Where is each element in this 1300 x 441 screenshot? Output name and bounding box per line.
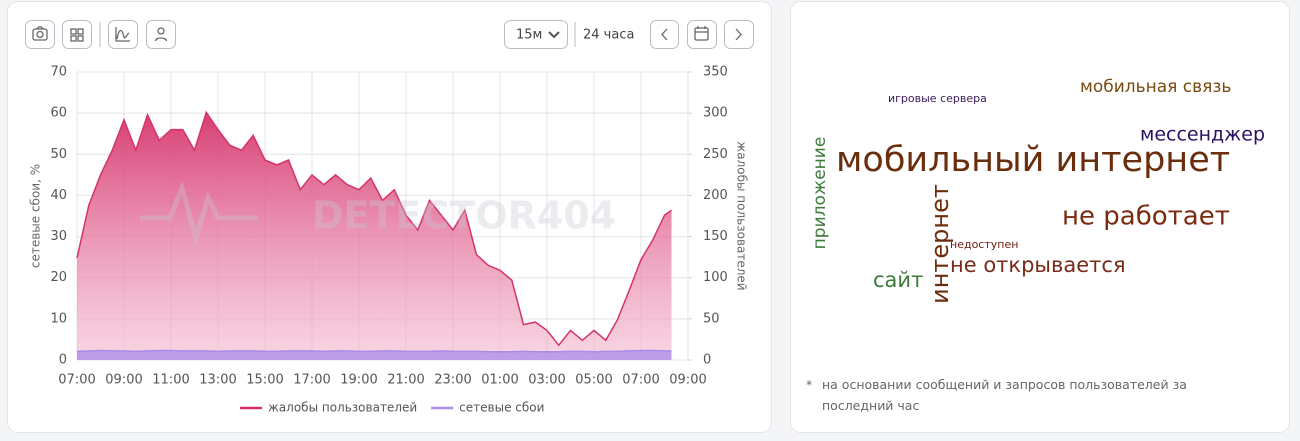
prev-button[interactable] xyxy=(650,20,679,49)
chart-button[interactable] xyxy=(108,20,138,49)
x-tick-label: 09:00 xyxy=(669,373,706,388)
word: не работает xyxy=(1062,202,1230,232)
x-tick-label: 11:00 xyxy=(152,373,189,388)
watermark: DETECTOR404 xyxy=(312,194,616,238)
period-label[interactable]: 24 часа xyxy=(583,28,634,43)
x-tick-label: 03:00 xyxy=(528,373,565,388)
watermark-icon xyxy=(140,180,258,247)
legend-label: жалобы пользователей xyxy=(268,401,417,415)
word: мобильный интернет xyxy=(836,140,1230,180)
y2-tick-label: 50 xyxy=(703,311,720,326)
word: недоступен xyxy=(950,238,1018,251)
grid-button[interactable] xyxy=(62,20,92,49)
word: не открывается xyxy=(950,253,1126,277)
y-tick-label: 30 xyxy=(50,229,67,244)
y2-tick-label: 100 xyxy=(703,270,728,285)
y2-axis-title: жалобы пользователей xyxy=(735,141,749,290)
x-tick-label: 05:00 xyxy=(575,373,612,388)
line xyxy=(76,349,672,353)
x-tick-label: 17:00 xyxy=(293,373,330,388)
y2-tick-label: 200 xyxy=(703,188,728,203)
y-tick-label: 20 xyxy=(50,270,67,285)
cloud-card xyxy=(790,1,1290,433)
word: игровые сервера xyxy=(888,92,987,105)
word: мессенджер xyxy=(1140,124,1265,146)
y2-tick-label: 150 xyxy=(703,229,728,244)
interval-label[interactable]: 15м xyxy=(516,28,542,43)
x-tick-label: 23:00 xyxy=(434,373,471,388)
calendar-button[interactable] xyxy=(687,20,717,49)
y-axis-title: сетевые сбои, % xyxy=(29,164,43,268)
x-tick-label: 01:00 xyxy=(481,373,518,388)
word: сайт xyxy=(873,268,923,292)
x-tick-label: 13:00 xyxy=(199,373,236,388)
word: мобильная связь xyxy=(1080,77,1231,97)
x-tick-label: 07:00 xyxy=(622,373,659,388)
line xyxy=(76,110,672,347)
y2-tick-label: 0 xyxy=(703,353,711,368)
area xyxy=(77,350,672,360)
y2-tick-label: 300 xyxy=(703,106,728,121)
y-tick-label: 10 xyxy=(50,311,67,326)
y2-tick-label: 350 xyxy=(703,65,728,80)
y-tick-label: 60 xyxy=(50,106,67,121)
next-button[interactable] xyxy=(724,20,754,49)
y-tick-label: 50 xyxy=(50,147,67,162)
toolbar-icons xyxy=(32,26,742,42)
x-tick-label: 21:00 xyxy=(387,373,424,388)
x-tick-label: 07:00 xyxy=(58,373,95,388)
y-tick-label: 40 xyxy=(50,188,67,203)
x-tick-label: 09:00 xyxy=(105,373,142,388)
interval-select[interactable] xyxy=(504,20,568,49)
legend-label: сетевые сбои xyxy=(459,401,544,415)
y-tick-label: 70 xyxy=(50,65,67,80)
area xyxy=(77,112,672,360)
note-marker: * xyxy=(806,377,813,392)
x-tick-label: 15:00 xyxy=(246,373,283,388)
word: приложение xyxy=(810,137,830,250)
y2-tick-label: 250 xyxy=(703,147,728,162)
person-button[interactable] xyxy=(146,20,176,49)
note: на основании сообщений и запросов пользо… xyxy=(822,377,1187,413)
camera-button[interactable] xyxy=(25,20,55,49)
x-tick-label: 19:00 xyxy=(340,373,377,388)
y-tick-label: 0 xyxy=(59,353,67,368)
word: интернет xyxy=(926,184,954,304)
